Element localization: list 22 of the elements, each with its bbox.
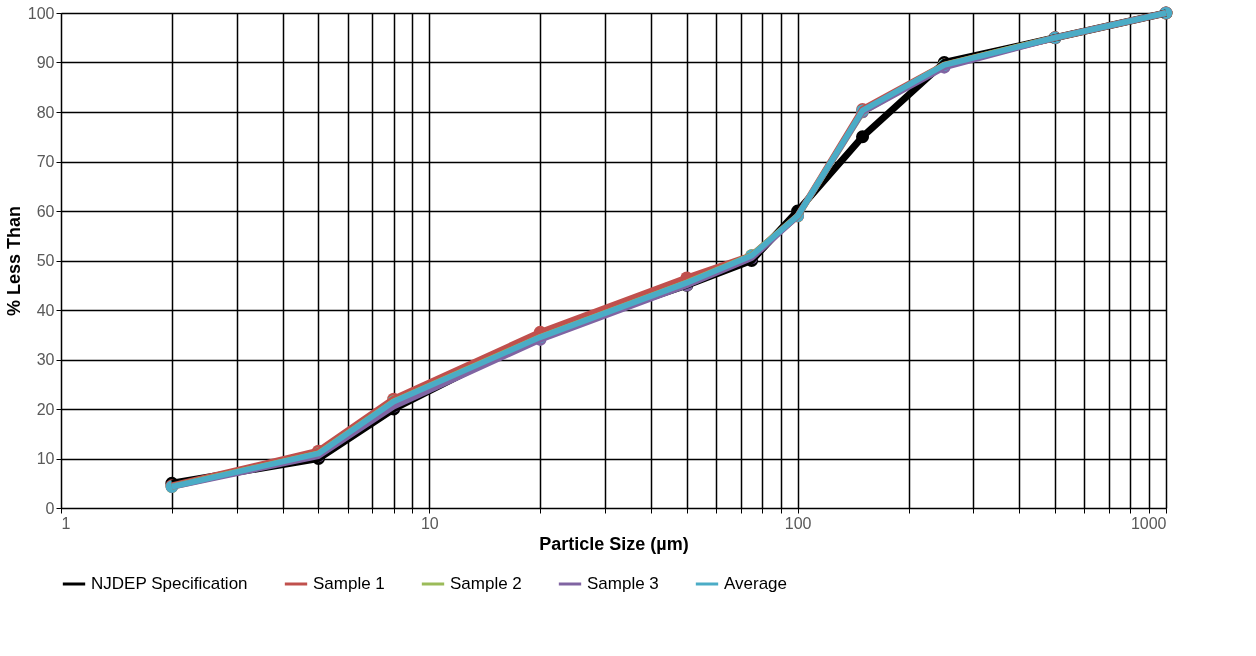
x-tick-label: 10 — [420, 514, 439, 532]
legend-label: NJDEP Specification — [91, 574, 248, 593]
y-tick-label: 60 — [36, 202, 55, 220]
y-tick-label: 10 — [36, 450, 55, 467]
y-tick-label: 20 — [36, 400, 55, 418]
x-tick-label: 1 — [61, 514, 71, 532]
y-tick-label: 70 — [36, 153, 55, 170]
x-tick-label: 100 — [784, 514, 812, 532]
y-tick-label: 0 — [45, 499, 55, 517]
y-tick-label: 80 — [36, 103, 55, 121]
x-tick-label: 1000 — [1130, 514, 1167, 532]
x-axis-title: Particle Size (µm) — [539, 533, 689, 554]
y-tick-label: 100 — [27, 4, 55, 22]
y-tick-label: 50 — [36, 252, 55, 269]
y-tick-label: 30 — [36, 351, 55, 368]
legend-label: Sample 1 — [313, 574, 385, 593]
y-axis-title: % Less Than — [3, 205, 24, 317]
legend-label: Average — [724, 574, 788, 593]
legend-label: Sample 2 — [450, 574, 522, 593]
y-tick-label: 40 — [36, 301, 55, 319]
legend-label: Sample 3 — [587, 574, 659, 593]
y-tick-label: 90 — [36, 54, 55, 71]
